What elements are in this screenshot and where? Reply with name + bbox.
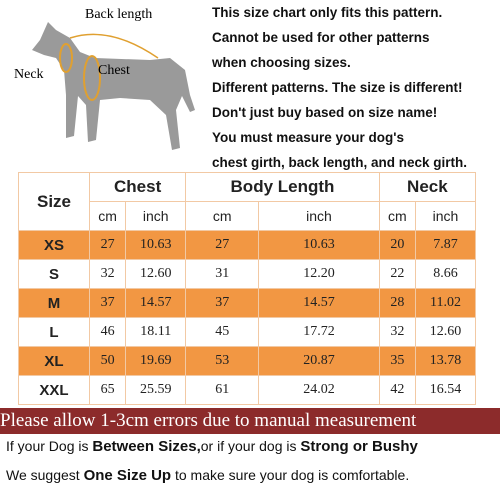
size-row: S 32 12.60 31 12.20 22 8.66 [18, 259, 476, 289]
size-cell: M [18, 288, 90, 318]
cell: 19.69 [125, 346, 187, 376]
size-cell: L [18, 317, 90, 347]
cell: 28 [378, 288, 417, 318]
cell: 10.63 [125, 230, 187, 260]
cell: 46 [88, 317, 127, 347]
unit-header: inch [258, 201, 380, 231]
cell: 22 [378, 259, 417, 289]
cell: 42 [378, 375, 417, 405]
cell: 32 [378, 317, 417, 347]
unit-header: cm [378, 201, 417, 231]
note-line: Cannot be used for other patterns [212, 30, 430, 45]
neck-label: Neck [14, 67, 44, 82]
cell: 37 [185, 288, 260, 318]
footer-emphasis: Strong or Bushy [300, 438, 418, 455]
notes: This size chart only fits this pattern. C… [212, 0, 467, 175]
cell: 27 [88, 230, 127, 260]
footer-text: or if your dog is [200, 438, 301, 454]
cell: 20.87 [258, 346, 380, 376]
cell: 12.60 [415, 317, 476, 347]
cell: 32 [88, 259, 127, 289]
unit-header: inch [125, 201, 187, 231]
group-header: Body Length [185, 172, 380, 202]
footer-emphasis: Between Sizes, [92, 438, 201, 455]
dog-diagram: Back length Neck Chest [14, 7, 195, 150]
note-line: Different patterns. The size is differen… [212, 80, 463, 95]
neck-ring [59, 43, 73, 73]
group-header: Neck [378, 172, 477, 202]
unit-header: inch [415, 201, 476, 231]
chest-ring [83, 55, 101, 101]
cell: 25.59 [125, 375, 187, 405]
size-row: XS 27 10.63 27 10.63 20 7.87 [18, 230, 476, 260]
size-cell: XXL [18, 375, 90, 405]
units-row: cm inch cm inch cm inch [19, 201, 476, 231]
cell: 12.60 [125, 259, 187, 289]
cell: 18.11 [125, 317, 187, 347]
footer-line: If your Dog is Between Sizes,or if your … [6, 438, 418, 455]
note-line: This size chart only fits this pattern. [212, 5, 443, 20]
cell: 12.20 [258, 259, 380, 289]
size-row: XL 50 19.69 53 20.87 35 13.78 [18, 346, 476, 376]
unit-header: cm [185, 201, 260, 231]
note-line: chest girth, back length, and neck girth… [212, 155, 468, 170]
cell: 8.66 [415, 259, 476, 289]
cell: 61 [185, 375, 260, 405]
cell: 7.87 [415, 230, 476, 260]
footer-text: to make sure your dog is comfortable. [171, 467, 410, 483]
cell: 16.54 [415, 375, 476, 405]
chest-label: Chest [98, 63, 130, 78]
cell: 14.57 [258, 288, 380, 318]
cell: 10.63 [258, 230, 380, 260]
size-row: XXL 65 25.59 61 24.02 42 16.54 [18, 375, 476, 405]
back-line [69, 33, 159, 59]
cell: 31 [185, 259, 260, 289]
size-cell: XL [18, 346, 90, 376]
cell: 53 [185, 346, 260, 376]
size-row: L 46 18.11 45 17.72 32 12.60 [18, 317, 476, 347]
header-row: Size Chest Body Length Neck [18, 172, 477, 231]
footer-text: If your Dog is [6, 438, 93, 454]
dog-silhouette [32, 22, 195, 150]
cell: 14.57 [125, 288, 187, 318]
size-table: Size Chest Body Length Neck cm inch cm inch cm in… [18, 172, 477, 405]
cell: 20 [378, 230, 417, 260]
group-header: Chest [88, 172, 187, 202]
cell: 45 [185, 317, 260, 347]
cell: 13.78 [415, 346, 476, 376]
footer-line: We suggest One Size Up to make sure your… [6, 467, 409, 484]
cell: 17.72 [258, 317, 380, 347]
unit-header: cm [88, 201, 127, 231]
footer-emphasis: One Size Up [83, 467, 172, 484]
cell: 11.02 [415, 288, 476, 318]
cell: 24.02 [258, 375, 380, 405]
cell: 50 [88, 346, 127, 376]
cell: 27 [185, 230, 260, 260]
cell: 65 [88, 375, 127, 405]
note-line: You must measure your dog's [212, 130, 404, 145]
cell: 37 [88, 288, 127, 318]
back-label: Back length [85, 7, 152, 22]
cell: 35 [378, 346, 417, 376]
size-row: M 37 14.57 37 14.57 28 11.02 [18, 288, 476, 318]
size-header: Size [18, 172, 90, 231]
banner: Please allow 1-3cm errors due to manual … [0, 408, 500, 434]
size-cell: XS [18, 230, 90, 260]
footer-text: We suggest [6, 467, 84, 483]
note-line: Don't just buy based on size name! [212, 105, 438, 120]
note-line: when choosing sizes. [212, 55, 351, 70]
size-cell: S [18, 259, 90, 289]
